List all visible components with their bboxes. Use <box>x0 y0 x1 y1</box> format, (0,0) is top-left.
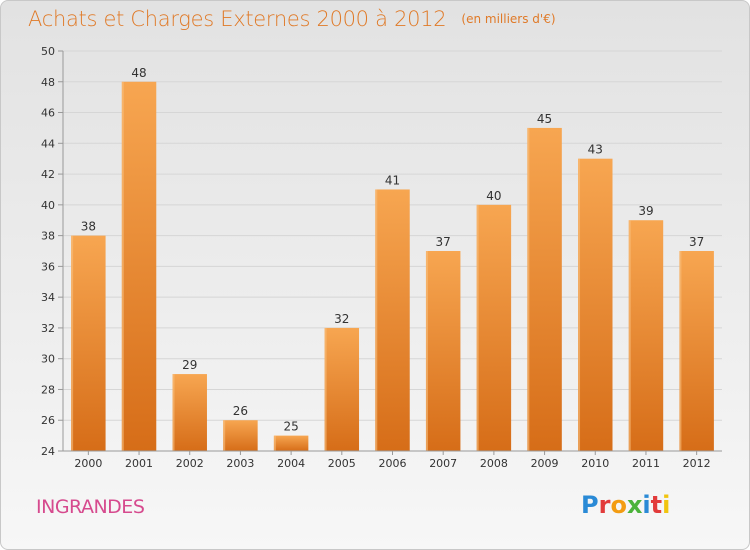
y-tick-label: 36 <box>41 260 55 273</box>
x-tick-label: 2011 <box>632 457 660 470</box>
bar <box>476 204 512 451</box>
y-tick-label: 40 <box>41 199 55 212</box>
data-label: 41 <box>385 173 400 187</box>
bar <box>71 235 106 451</box>
x-tick-label: 2008 <box>480 457 508 470</box>
y-tick-label: 24 <box>41 445 55 458</box>
logo-letter: x <box>626 491 643 519</box>
x-tick-label: 2009 <box>531 457 559 470</box>
y-tick-label: 38 <box>41 230 55 243</box>
chart-subtitle: (en milliers d'€) <box>461 12 556 26</box>
y-tick-label: 26 <box>41 414 55 427</box>
data-label: 40 <box>486 189 501 203</box>
logo-letter: o <box>610 491 627 519</box>
x-tick-label: 2007 <box>429 457 457 470</box>
data-label: 25 <box>283 420 298 434</box>
y-tick-label: 30 <box>41 353 55 366</box>
proxiti-logo[interactable]: Proxiti <box>581 491 670 519</box>
x-tick-label: 2006 <box>379 457 407 470</box>
logo-letter: i <box>662 491 671 519</box>
bar-highlight <box>172 374 175 451</box>
bar-highlight <box>425 251 428 451</box>
chart-title: Achats et Charges Externes 2000 à 2012 <box>28 7 447 31</box>
bars <box>71 81 714 452</box>
bar <box>527 127 562 451</box>
y-tick-label: 32 <box>41 322 55 335</box>
bar <box>172 374 207 451</box>
data-label: 37 <box>689 235 704 249</box>
logo-letter: r <box>598 491 611 519</box>
x-tick-label: 2010 <box>581 457 609 470</box>
x-tick-label: 2012 <box>683 457 711 470</box>
bar-highlight <box>71 235 74 451</box>
y-tick-label: 50 <box>41 45 55 58</box>
bar-highlight <box>679 251 682 451</box>
x-tick-label: 2001 <box>125 457 153 470</box>
bar-highlight <box>223 420 226 451</box>
y-tick-label: 46 <box>41 107 55 120</box>
x-tick-label: 2000 <box>74 457 102 470</box>
bar <box>273 435 309 451</box>
y-tick-label: 28 <box>41 383 55 396</box>
data-label: 43 <box>588 143 603 157</box>
x-tick-label: 2004 <box>277 457 305 470</box>
axes: 24 26 28 30 32 34 36 38 40 42 44 46 48 50 2000 2001 2002… <box>41 45 722 470</box>
logo-letter: t <box>650 491 663 519</box>
data-label: 37 <box>436 235 451 249</box>
data-label: 39 <box>638 204 653 218</box>
bar <box>324 327 360 451</box>
logo-letter: i <box>642 491 651 519</box>
y-tick-label: 48 <box>41 76 55 89</box>
bar-highlight <box>476 204 479 451</box>
x-tick-label: 2005 <box>328 457 356 470</box>
y-tick-label: 42 <box>41 168 55 181</box>
x-tick-label: 2002 <box>176 457 204 470</box>
data-label: 26 <box>233 404 248 418</box>
y-tick-label: 44 <box>41 137 55 150</box>
bar <box>375 189 410 451</box>
data-labels: 38 48 29 26 25 32 41 37 40 45 43 39 37 <box>81 66 705 434</box>
data-label: 38 <box>81 220 96 234</box>
data-label: 48 <box>131 66 146 80</box>
data-label: 45 <box>537 112 552 126</box>
bar <box>578 158 613 451</box>
title-row: Achats et Charges Externes 2000 à 2012 (… <box>28 7 556 31</box>
y-tick-label: 34 <box>41 291 55 304</box>
bar <box>679 251 714 451</box>
bar-highlight <box>324 327 327 451</box>
bar-highlight <box>273 435 276 451</box>
city-name: INGRANDES <box>36 496 145 518</box>
bar <box>121 81 157 452</box>
bar-highlight <box>578 158 581 451</box>
bar-highlight <box>121 81 124 452</box>
bar <box>223 420 258 451</box>
data-label: 29 <box>182 358 197 372</box>
logo-letter: P <box>581 491 599 519</box>
bar <box>628 220 664 451</box>
bar-highlight <box>375 189 378 451</box>
bar-highlight <box>527 127 530 451</box>
bar-highlight <box>628 220 631 451</box>
x-tick-label: 2003 <box>226 457 254 470</box>
bar <box>425 251 461 451</box>
data-label: 32 <box>334 312 349 326</box>
